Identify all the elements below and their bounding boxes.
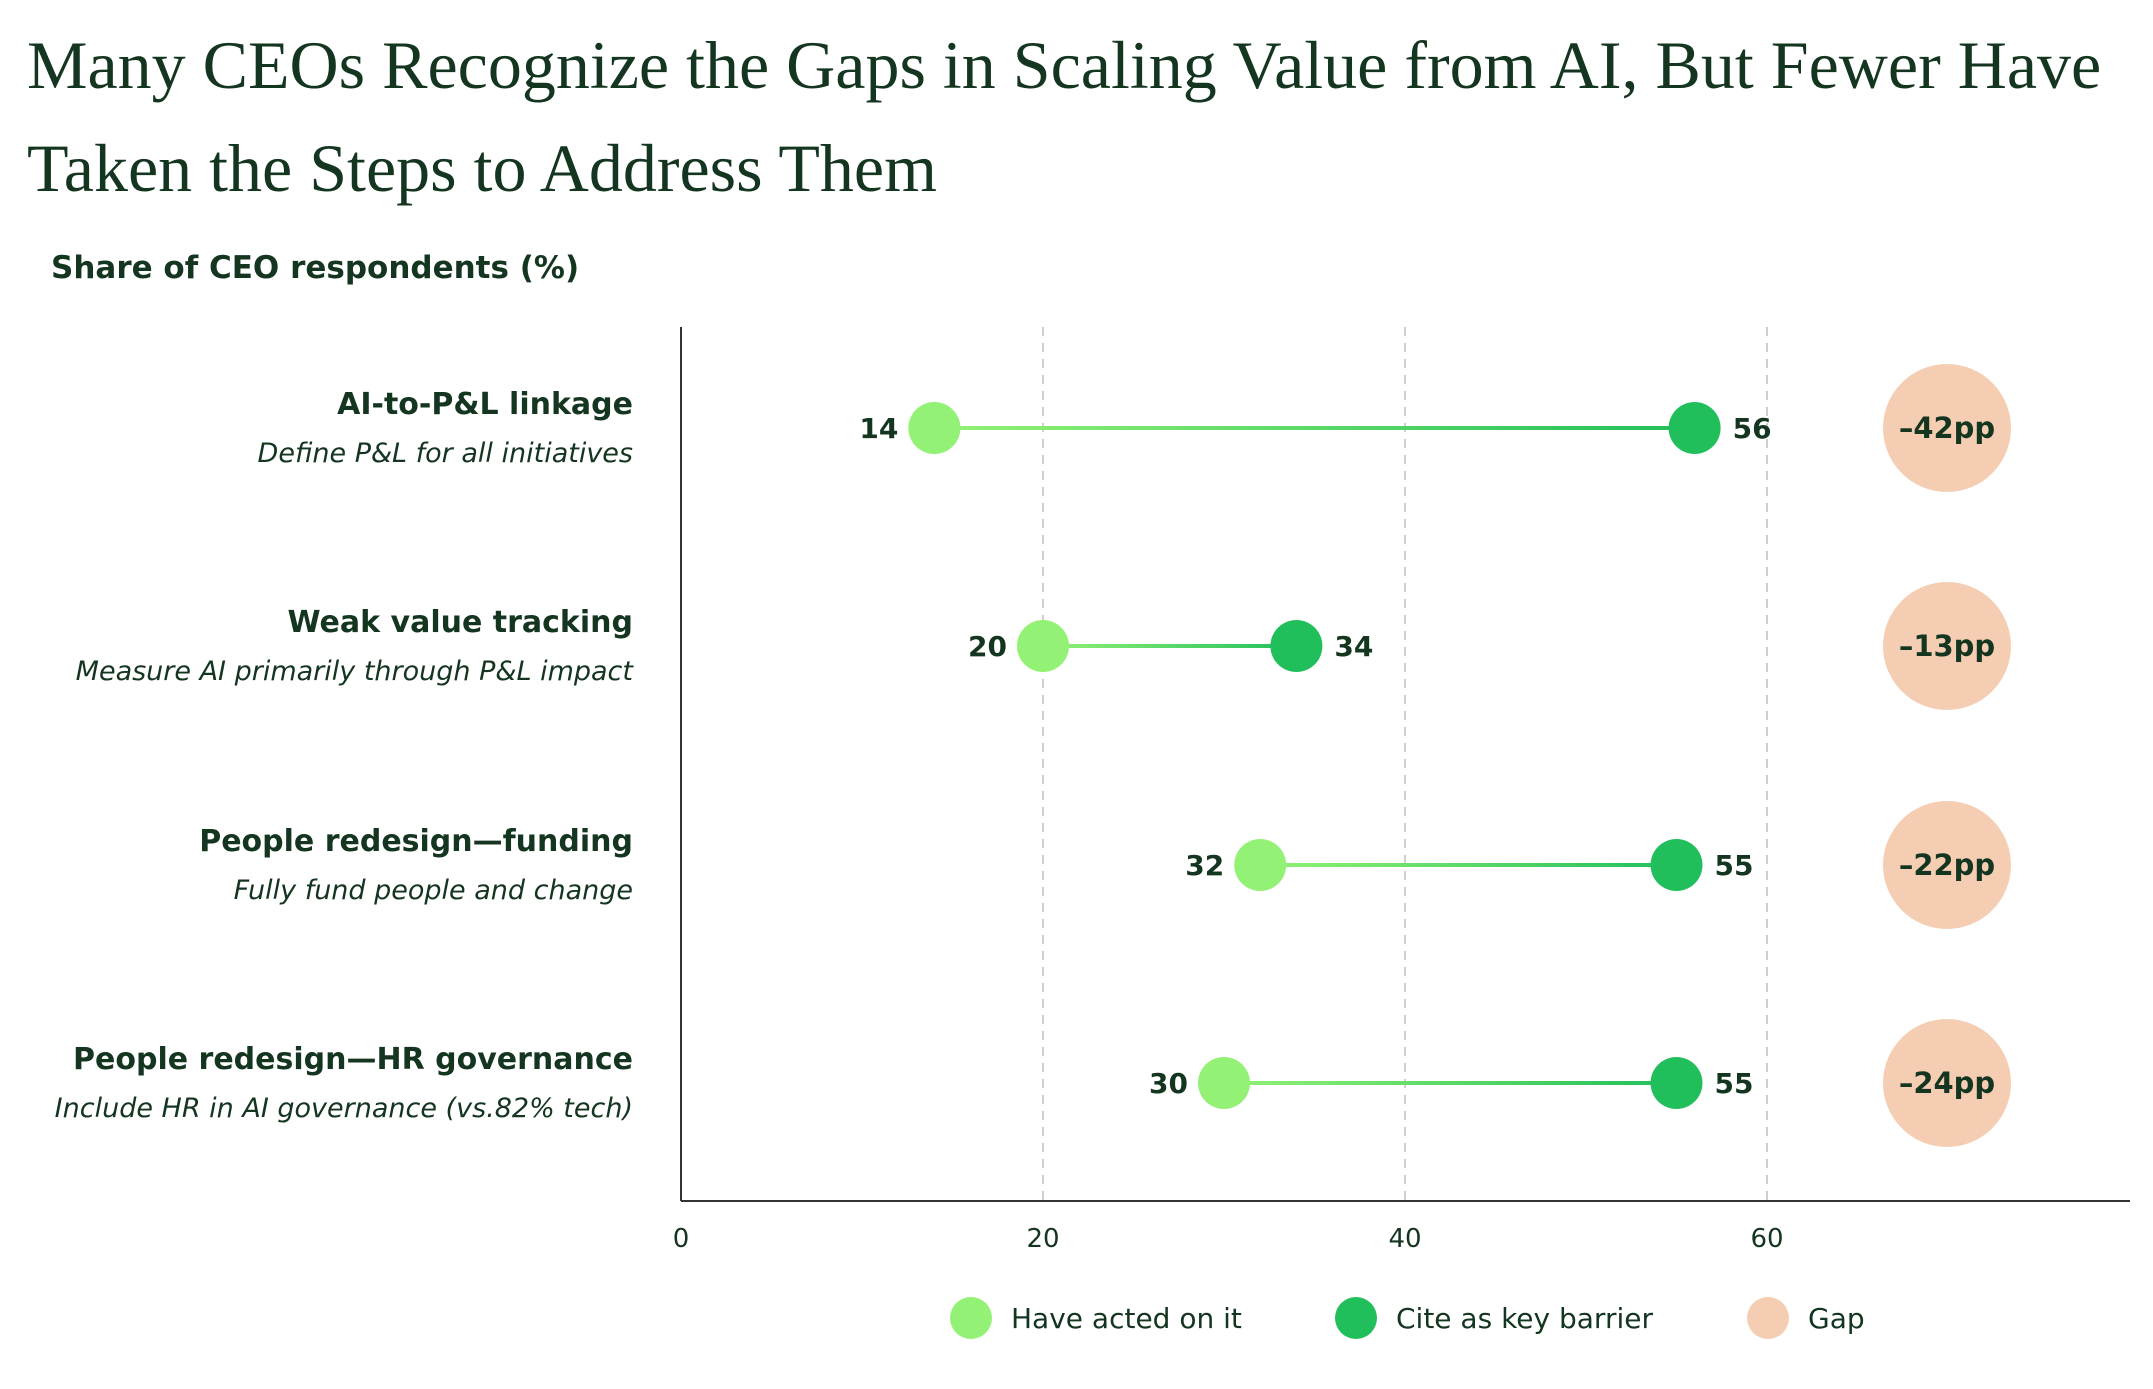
x-tick-label-20: 20 [1026,1224,1059,1254]
gap-value-label: –22pp [1899,848,1995,882]
category-sublabel: Define P&L for all initiatives [258,438,633,469]
grid-lines [1042,327,1768,1201]
acted-value-label: 14 [859,412,898,445]
legend-swatch [1335,1297,1377,1339]
barrier-value-label: 55 [1715,849,1754,882]
legend-label: Cite as key barrier [1396,1302,1653,1335]
barrier-dot [1270,620,1323,672]
barrier-value-label: 55 [1715,1067,1754,1100]
barrier-value-label: 34 [1334,630,1373,663]
acted-value-label: 30 [1149,1067,1188,1100]
legend-item-gap: Gap [1747,1297,1865,1339]
gap-bubble [1883,364,2011,492]
acted-dot [1234,839,1287,891]
category-label: Weak value tracking [288,605,633,640]
x-tick-label-0: 0 [673,1224,690,1254]
acted-dot [1017,620,1069,672]
gap-bubble [1883,801,2011,929]
gap-bubble [1883,1019,2011,1147]
category-sublabel: Include HR in AI governance (vs.82% tech… [55,1093,633,1124]
x-tick-label-40: 40 [1388,1224,1421,1254]
acted-dot [1198,1057,1250,1109]
category-row: People redesign—funding Fully fund people… [199,801,2011,929]
barrier-dot [1668,402,1721,454]
axes: 0 20 40 60 [673,327,2130,1254]
category-rows: AI-to-P&L linkage Define P&L for all init… [55,364,2011,1147]
legend-label: Have acted on it [1011,1302,1242,1335]
gap-value-label: –13pp [1899,629,1995,663]
y-axis-label: Share of CEO respondents (%) [51,250,580,286]
legend-swatch [1747,1297,1789,1339]
category-row: AI-to-P&L linkage Define P&L for all init… [258,364,2011,492]
legend-item-acted: Have acted on it [950,1297,1242,1339]
gap-bubble [1883,582,2011,710]
category-label: AI-to-P&L linkage [337,387,633,422]
gap-value-label: –42pp [1899,411,1995,445]
category-label: People redesign—HR governance [73,1042,633,1077]
category-label: People redesign—funding [199,824,633,859]
chart-title: Many CEOs Recognize the Gaps in Scaling … [27,27,2102,206]
category-row: Weak value tracking Measure AI primarily … [76,582,2011,710]
barrier-value-label: 56 [1733,412,1772,445]
acted-value-label: 32 [1185,849,1224,882]
acted-dot [908,402,961,454]
category-row: People redesign—HR governance Include HR … [55,1019,2011,1147]
category-sublabel: Measure AI primarily through P&L impact [76,656,635,687]
legend-swatch [950,1297,992,1339]
gap-value-label: –24pp [1899,1066,1995,1100]
legend-item-barrier: Cite as key barrier [1335,1297,1653,1339]
legend-label: Gap [1808,1302,1865,1335]
x-tick-label-60: 60 [1750,1224,1783,1254]
barrier-dot [1650,839,1703,891]
acted-value-label: 20 [968,630,1007,663]
category-sublabel: Fully fund people and change [234,875,633,906]
barrier-dot [1650,1057,1703,1109]
legend: Have acted on it Cite as key barrier Gap [950,1297,1865,1339]
